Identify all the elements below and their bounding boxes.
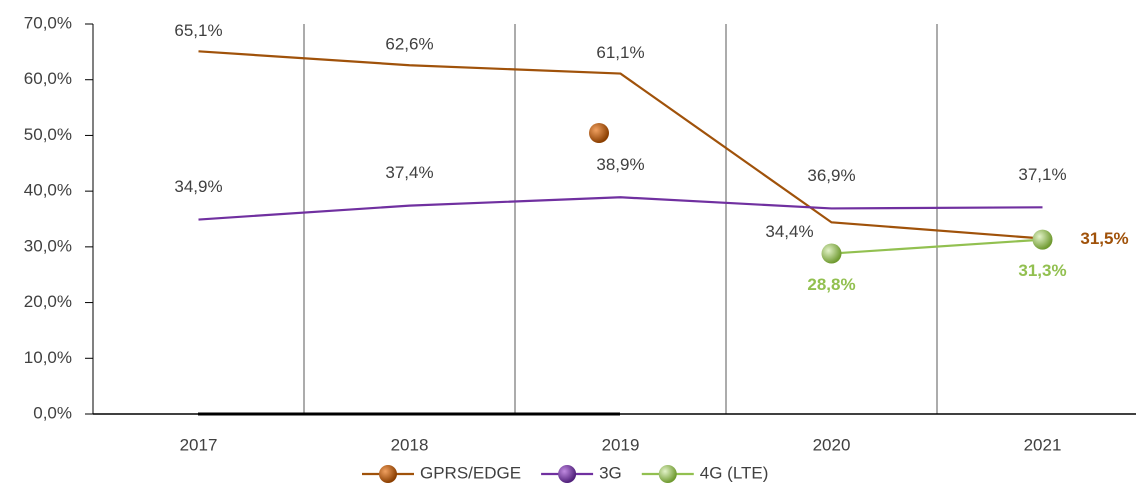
legend-marker [379,465,397,483]
data-label: 61,1% [596,43,644,62]
y-tick-label: 50,0% [24,125,72,144]
x-tick-label: 2021 [1024,435,1062,454]
data-label: 34,9% [174,177,222,196]
data-label: 31,5% [1080,229,1128,248]
data-label: 28,8% [807,275,855,294]
legend-marker [658,465,677,483]
y-tick-label: 30,0% [24,236,72,255]
series-line [198,50,1043,240]
y-tick-label: 0,0% [33,403,72,422]
legend-label: 4G (LTE) [700,463,769,482]
x-tick-label: 2020 [813,435,851,454]
legend-marker [558,465,577,483]
series-line [831,238,1043,255]
legend-label: 3G [599,463,622,482]
data-label: 37,1% [1018,165,1066,184]
y-tick-label: 40,0% [24,181,72,200]
y-tick-label: 20,0% [24,292,72,311]
x-tick-label: 2019 [602,435,640,454]
marker [1032,229,1053,250]
data-label: 36,9% [807,166,855,185]
series-line [198,196,1043,221]
data-label: 65,1% [174,21,222,40]
data-label: 38,9% [596,155,644,174]
data-label: 37,4% [385,163,433,182]
y-tick-label: 60,0% [24,69,72,88]
x-tick-label: 2018 [391,435,429,454]
data-label: 34,4% [765,222,813,241]
legend-label: GPRS/EDGE [420,463,521,482]
x-tick-label: 2017 [180,435,218,454]
marker [821,243,842,264]
data-label: 31,3% [1018,261,1066,280]
y-tick-label: 70,0% [24,13,72,32]
data-label: 62,6% [385,35,433,54]
y-tick-label: 10,0% [24,348,72,367]
stray-marker [589,123,609,143]
